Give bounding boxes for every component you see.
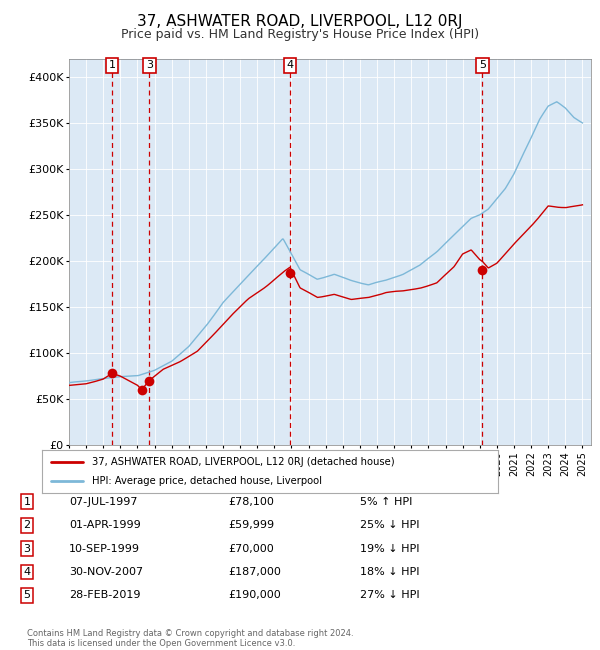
- Text: £187,000: £187,000: [228, 567, 281, 577]
- Text: 5: 5: [479, 60, 486, 70]
- Text: £190,000: £190,000: [228, 590, 281, 601]
- Text: 18% ↓ HPI: 18% ↓ HPI: [360, 567, 419, 577]
- Text: 4: 4: [23, 567, 31, 577]
- Text: 01-APR-1999: 01-APR-1999: [69, 520, 141, 530]
- Text: 3: 3: [146, 60, 153, 70]
- Text: 2: 2: [23, 520, 31, 530]
- Text: 4: 4: [286, 60, 293, 70]
- Text: 07-JUL-1997: 07-JUL-1997: [69, 497, 137, 507]
- Text: Contains HM Land Registry data © Crown copyright and database right 2024.
This d: Contains HM Land Registry data © Crown c…: [27, 629, 353, 648]
- Text: HPI: Average price, detached house, Liverpool: HPI: Average price, detached house, Live…: [92, 476, 322, 486]
- Text: Price paid vs. HM Land Registry's House Price Index (HPI): Price paid vs. HM Land Registry's House …: [121, 28, 479, 41]
- Text: 5% ↑ HPI: 5% ↑ HPI: [360, 497, 412, 507]
- Text: 30-NOV-2007: 30-NOV-2007: [69, 567, 143, 577]
- Text: £78,100: £78,100: [228, 497, 274, 507]
- Text: 1: 1: [23, 497, 31, 507]
- Text: 28-FEB-2019: 28-FEB-2019: [69, 590, 140, 601]
- Text: 19% ↓ HPI: 19% ↓ HPI: [360, 543, 419, 554]
- Text: 37, ASHWATER ROAD, LIVERPOOL, L12 0RJ (detached house): 37, ASHWATER ROAD, LIVERPOOL, L12 0RJ (d…: [92, 457, 395, 467]
- Text: 1: 1: [109, 60, 116, 70]
- Text: 27% ↓ HPI: 27% ↓ HPI: [360, 590, 419, 601]
- Text: £59,999: £59,999: [228, 520, 274, 530]
- Text: 5: 5: [23, 590, 31, 601]
- Text: 25% ↓ HPI: 25% ↓ HPI: [360, 520, 419, 530]
- Text: 3: 3: [23, 543, 31, 554]
- Text: 37, ASHWATER ROAD, LIVERPOOL, L12 0RJ: 37, ASHWATER ROAD, LIVERPOOL, L12 0RJ: [137, 14, 463, 29]
- Text: 10-SEP-1999: 10-SEP-1999: [69, 543, 140, 554]
- Text: £70,000: £70,000: [228, 543, 274, 554]
